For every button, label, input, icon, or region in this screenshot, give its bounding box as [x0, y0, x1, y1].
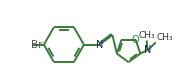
Text: N: N — [96, 40, 103, 50]
Text: CH₃: CH₃ — [138, 31, 155, 40]
Text: O: O — [132, 35, 140, 45]
Text: N: N — [144, 45, 151, 55]
Text: Br: Br — [31, 40, 42, 50]
Text: CH₃: CH₃ — [156, 33, 173, 42]
